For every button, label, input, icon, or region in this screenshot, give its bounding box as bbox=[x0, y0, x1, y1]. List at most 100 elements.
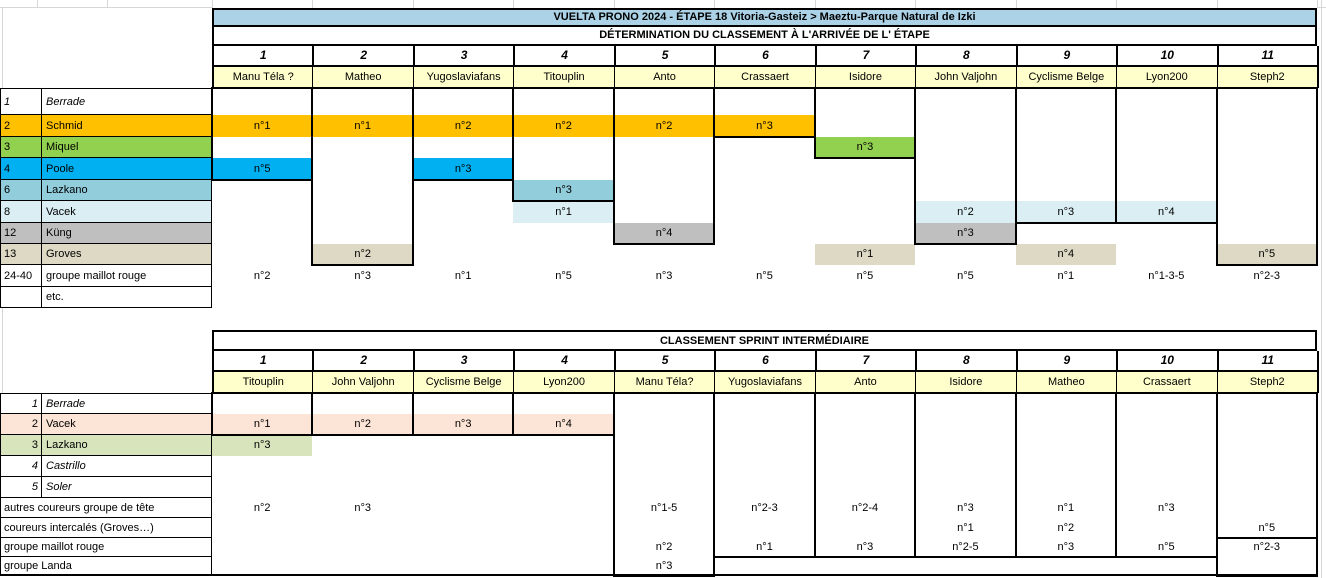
sprint-row-label-9[interactable]: groupe Landa bbox=[0, 557, 212, 576]
sprint-row-number-5[interactable]: 5 bbox=[0, 477, 42, 498]
finish-cell-c2-r8[interactable]: n°2 bbox=[312, 244, 413, 265]
finish-player-header-7[interactable]: Isidore bbox=[814, 67, 916, 88]
finish-column-number-6[interactable]: 6 bbox=[714, 46, 815, 67]
sprint-player-header-7[interactable]: Anto bbox=[814, 372, 916, 393]
finish-cell-c8-r7[interactable]: n°3 bbox=[915, 223, 1016, 244]
finish-cell-c9-r9[interactable]: n°1 bbox=[1057, 270, 1075, 282]
sprint-column-number-11[interactable]: 11 bbox=[1216, 351, 1319, 372]
finish-row-label-9[interactable]: groupe maillot rouge bbox=[42, 265, 212, 287]
sprint-cell-c1-r2[interactable]: n°1 bbox=[212, 414, 313, 435]
finish-row-number-3[interactable]: 3 bbox=[0, 137, 42, 158]
finish-row-label-6[interactable]: Vacek bbox=[42, 201, 212, 223]
finish-cell-c5-r9[interactable]: n°3 bbox=[655, 270, 673, 282]
sprint-player-header-6[interactable]: Yugoslaviafans bbox=[714, 372, 815, 393]
sprint-cell-c2-r2[interactable]: n°2 bbox=[312, 414, 413, 435]
finish-cell-c4-r5[interactable]: n°3 bbox=[513, 180, 614, 201]
sprint-row-label-6[interactable]: autres coureurs groupe de tête bbox=[0, 498, 212, 518]
sprint-cell-c9-r8[interactable]: n°3 bbox=[1057, 541, 1075, 553]
finish-row-number-9[interactable]: 24-40 bbox=[0, 265, 42, 287]
finish-cell-c1-r2[interactable]: n°1 bbox=[212, 115, 313, 137]
finish-table-subtitle[interactable]: DÉTERMINATION DU CLASSEMENT À L'ARRIVÉE … bbox=[212, 27, 1317, 46]
finish-player-header-9[interactable]: Cyclisme Belge bbox=[1015, 67, 1117, 88]
finish-row-label-4[interactable]: Poole bbox=[42, 158, 212, 180]
sprint-cell-c5-r8[interactable]: n°2 bbox=[655, 541, 673, 553]
finish-cell-c9-r6[interactable]: n°3 bbox=[1015, 201, 1117, 223]
finish-row-label-5[interactable]: Lazkano bbox=[42, 180, 212, 201]
sprint-column-number-5[interactable]: 5 bbox=[613, 351, 715, 372]
finish-row-number-8[interactable]: 13 bbox=[0, 244, 42, 265]
finish-row-number-6[interactable]: 8 bbox=[0, 201, 42, 223]
finish-row-label-8[interactable]: Groves bbox=[42, 244, 212, 265]
finish-column-number-2[interactable]: 2 bbox=[312, 46, 413, 67]
sprint-cell-c8-r8[interactable]: n°2-5 bbox=[952, 541, 979, 553]
finish-column-number-1[interactable]: 1 bbox=[212, 46, 313, 67]
sprint-cell-c9-r6[interactable]: n°1 bbox=[1057, 502, 1075, 514]
sprint-cell-c7-r8[interactable]: n°3 bbox=[856, 541, 874, 553]
sprint-cell-c8-r7[interactable]: n°1 bbox=[957, 522, 974, 534]
sprint-cell-c8-r6[interactable]: n°3 bbox=[957, 502, 974, 514]
sprint-row-label-8[interactable]: groupe maillot rouge bbox=[0, 538, 212, 557]
sprint-player-header-11[interactable]: Steph2 bbox=[1216, 372, 1319, 393]
finish-cell-c6-r2[interactable]: n°3 bbox=[714, 115, 815, 137]
sprint-player-header-3[interactable]: Cyclisme Belge bbox=[412, 372, 514, 393]
sprint-column-number-8[interactable]: 8 bbox=[915, 351, 1016, 372]
finish-cell-c11-r8[interactable]: n°5 bbox=[1216, 244, 1317, 265]
finish-cell-c1-r4[interactable]: n°5 bbox=[212, 158, 313, 180]
sprint-cell-c11-r7[interactable]: n°5 bbox=[1258, 522, 1276, 534]
sprint-player-header-10[interactable]: Crassaert bbox=[1116, 372, 1217, 393]
sprint-row-label-1[interactable]: Berrade bbox=[42, 393, 212, 414]
sprint-column-number-4[interactable]: 4 bbox=[513, 351, 614, 372]
finish-column-number-3[interactable]: 3 bbox=[412, 46, 514, 67]
sprint-cell-c6-r6[interactable]: n°2-3 bbox=[751, 502, 778, 514]
sprint-row-number-1[interactable]: 1 bbox=[0, 393, 42, 414]
finish-row-label-10[interactable]: etc. bbox=[42, 287, 212, 308]
finish-table-title[interactable]: VUELTA PRONO 2024 - ÉTAPE 18 Vitoria-Gas… bbox=[212, 8, 1317, 27]
sprint-cell-c7-r6[interactable]: n°2-4 bbox=[851, 502, 879, 514]
sprint-cell-c10-r8[interactable]: n°5 bbox=[1157, 541, 1175, 553]
finish-cell-c10-r9[interactable]: n°1-3-5 bbox=[1148, 270, 1185, 282]
finish-cell-c3-r2[interactable]: n°2 bbox=[412, 115, 514, 137]
finish-row-label-2[interactable]: Schmid bbox=[42, 115, 212, 137]
sprint-cell-c6-r8[interactable]: n°1 bbox=[756, 541, 773, 553]
sprint-player-header-8[interactable]: Isidore bbox=[915, 372, 1016, 393]
finish-row-label-7[interactable]: Küng bbox=[42, 223, 212, 244]
finish-cell-c7-r3[interactable]: n°3 bbox=[814, 137, 916, 158]
sprint-row-label-2[interactable]: Vacek bbox=[42, 414, 212, 435]
finish-cell-c4-r6[interactable]: n°1 bbox=[513, 201, 614, 223]
sprint-column-number-1[interactable]: 1 bbox=[212, 351, 313, 372]
finish-cell-c2-r9[interactable]: n°3 bbox=[354, 270, 371, 282]
sprint-column-number-9[interactable]: 9 bbox=[1015, 351, 1117, 372]
finish-player-header-11[interactable]: Steph2 bbox=[1216, 67, 1319, 88]
sprint-column-number-6[interactable]: 6 bbox=[714, 351, 815, 372]
finish-cell-c5-r7[interactable]: n°4 bbox=[613, 223, 715, 244]
finish-row-label-3[interactable]: Miquel bbox=[42, 137, 212, 158]
finish-column-number-4[interactable]: 4 bbox=[513, 46, 614, 67]
sprint-cell-c9-r7[interactable]: n°2 bbox=[1057, 522, 1075, 534]
finish-cell-c9-r8[interactable]: n°4 bbox=[1015, 244, 1117, 265]
sprint-player-header-4[interactable]: Lyon200 bbox=[513, 372, 614, 393]
finish-player-header-4[interactable]: Titouplin bbox=[513, 67, 614, 88]
finish-cell-c7-r8[interactable]: n°1 bbox=[814, 244, 916, 265]
finish-column-number-9[interactable]: 9 bbox=[1015, 46, 1117, 67]
finish-player-header-8[interactable]: John Valjohn bbox=[915, 67, 1016, 88]
sprint-table-title[interactable]: CLASSEMENT SPRINT INTERMÉDIAIRE bbox=[212, 330, 1317, 351]
finish-row-number-4[interactable]: 4 bbox=[0, 158, 42, 180]
finish-player-header-3[interactable]: Yugoslaviafans bbox=[412, 67, 514, 88]
sprint-row-number-3[interactable]: 3 bbox=[0, 435, 42, 456]
sprint-player-header-9[interactable]: Matheo bbox=[1015, 372, 1117, 393]
finish-row-number-7[interactable]: 12 bbox=[0, 223, 42, 244]
sprint-player-header-5[interactable]: Manu Téla? bbox=[613, 372, 715, 393]
finish-row-number-10[interactable] bbox=[0, 287, 42, 308]
finish-column-number-7[interactable]: 7 bbox=[814, 46, 916, 67]
finish-cell-c3-r9[interactable]: n°1 bbox=[454, 270, 472, 282]
sprint-row-label-7[interactable]: coureurs intercalés (Groves…) bbox=[0, 518, 212, 538]
sprint-player-header-2[interactable]: John Valjohn bbox=[312, 372, 413, 393]
sprint-row-label-4[interactable]: Castrillo bbox=[42, 456, 212, 477]
sprint-cell-c2-r6[interactable]: n°3 bbox=[354, 502, 371, 514]
finish-cell-c7-r9[interactable]: n°5 bbox=[856, 270, 874, 282]
finish-player-header-10[interactable]: Lyon200 bbox=[1116, 67, 1217, 88]
finish-row-number-5[interactable]: 6 bbox=[0, 180, 42, 201]
sprint-cell-c10-r6[interactable]: n°3 bbox=[1157, 502, 1175, 514]
finish-cell-c1-r9[interactable]: n°2 bbox=[253, 270, 271, 282]
finish-player-header-1[interactable]: Manu Téla ? bbox=[212, 67, 313, 88]
